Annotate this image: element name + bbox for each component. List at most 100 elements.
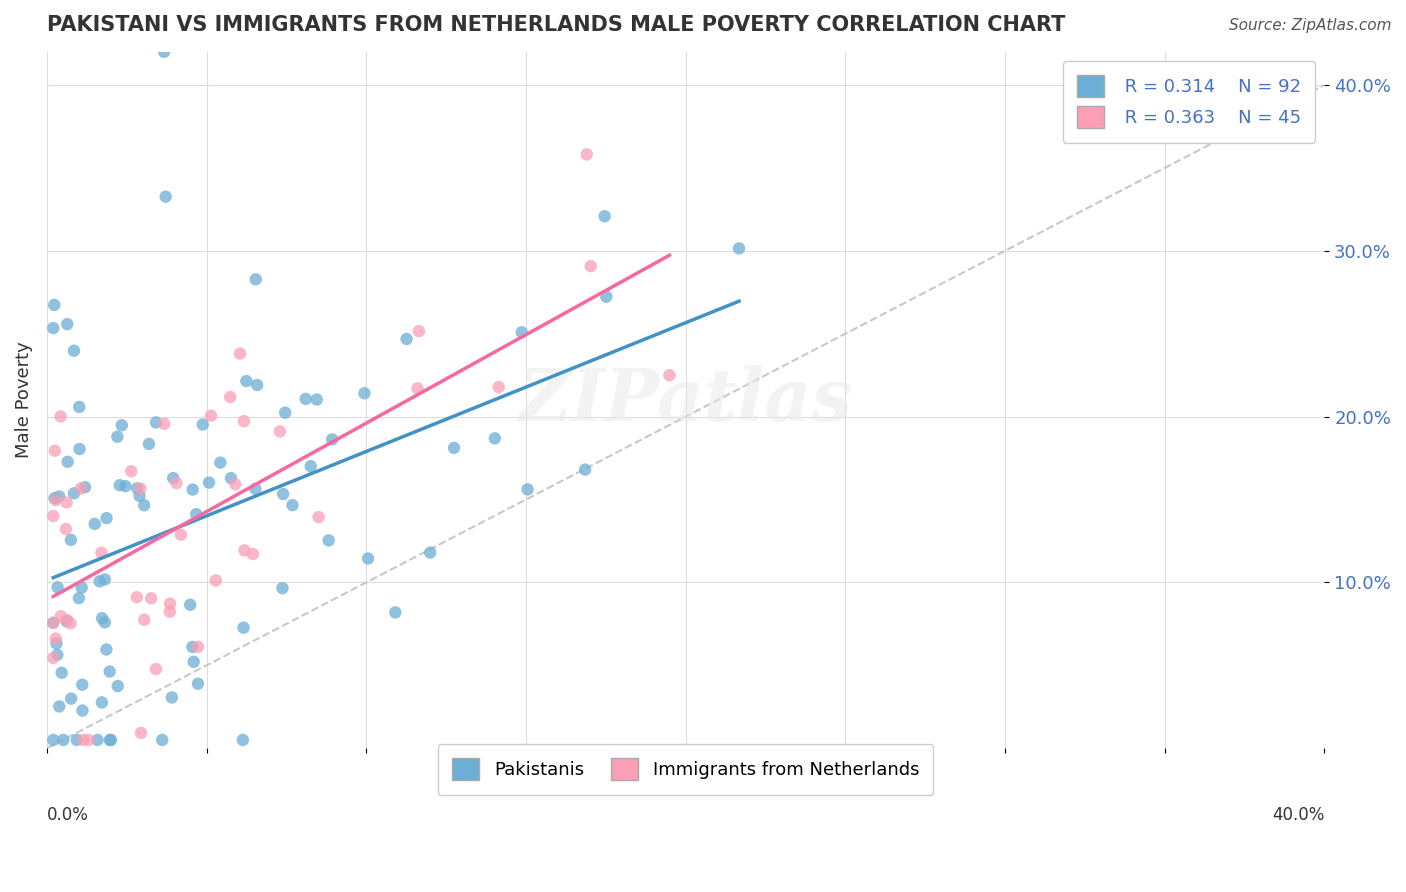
Point <box>59 616 82 631</box>
Point <box>125 591 148 605</box>
Point <box>200 409 222 423</box>
Point <box>181 640 204 654</box>
Point <box>77 733 100 747</box>
Text: Source: ZipAtlas.com: Source: ZipAtlas.com <box>1229 18 1392 33</box>
Text: ZIPatlas: ZIPatlas <box>519 365 852 435</box>
Point <box>67 400 90 414</box>
Point <box>120 464 142 478</box>
Point <box>89 574 111 589</box>
Point <box>90 546 112 560</box>
Point <box>42 509 65 524</box>
Point <box>45 636 67 650</box>
Point <box>269 425 291 439</box>
Point <box>170 527 193 541</box>
Point <box>63 343 86 358</box>
Point <box>66 733 89 747</box>
Point <box>728 241 751 255</box>
Point <box>183 655 205 669</box>
Point <box>138 437 160 451</box>
Point <box>181 483 204 497</box>
Point <box>160 690 183 705</box>
Point <box>55 522 77 536</box>
Point <box>574 462 596 476</box>
Point <box>42 733 65 747</box>
Point <box>274 406 297 420</box>
Point <box>318 533 340 548</box>
Point <box>155 189 177 203</box>
Text: 40.0%: 40.0% <box>1272 806 1324 824</box>
Point <box>96 511 118 525</box>
Point <box>166 476 188 491</box>
Text: 0.0%: 0.0% <box>46 806 89 824</box>
Point <box>134 613 156 627</box>
Point <box>44 491 66 506</box>
Point <box>63 486 86 500</box>
Point <box>357 551 380 566</box>
Point <box>46 648 69 662</box>
Point <box>162 471 184 485</box>
Point <box>59 533 82 547</box>
Text: PAKISTANI VS IMMIGRANTS FROM NETHERLANDS MALE POVERTY CORRELATION CHART: PAKISTANI VS IMMIGRANTS FROM NETHERLANDS… <box>46 15 1066 35</box>
Point <box>139 591 162 606</box>
Point <box>406 381 429 395</box>
Point <box>308 510 330 524</box>
Point <box>235 374 257 388</box>
Point <box>159 605 181 619</box>
Point <box>219 390 242 404</box>
Point <box>579 259 602 273</box>
Point <box>114 479 136 493</box>
Point <box>516 483 538 497</box>
Point <box>408 324 430 338</box>
Point <box>49 609 72 624</box>
Point <box>246 378 269 392</box>
Point <box>70 482 93 496</box>
Point <box>209 456 232 470</box>
Point <box>245 272 267 286</box>
Point <box>179 598 201 612</box>
Point <box>55 614 77 628</box>
Point <box>72 733 94 747</box>
Point <box>49 409 72 424</box>
Point <box>150 733 173 747</box>
Point <box>595 290 617 304</box>
Point <box>294 392 316 406</box>
Point <box>94 615 117 630</box>
Point <box>107 679 129 693</box>
Point <box>111 418 134 433</box>
Point <box>159 597 181 611</box>
Point <box>233 543 256 558</box>
Point <box>91 611 114 625</box>
Point <box>98 665 121 679</box>
Point <box>83 516 105 531</box>
Point <box>51 665 73 680</box>
Point <box>72 678 94 692</box>
Point <box>56 317 79 331</box>
Point <box>191 417 214 432</box>
Point <box>128 489 150 503</box>
Point <box>70 581 93 595</box>
Point <box>510 325 533 339</box>
Point <box>55 495 77 509</box>
Point <box>48 490 70 504</box>
Point <box>86 733 108 747</box>
Point <box>145 416 167 430</box>
Point <box>72 704 94 718</box>
Point <box>271 487 294 501</box>
Point <box>593 209 616 223</box>
Point <box>484 431 506 445</box>
Point <box>232 733 254 747</box>
Point <box>187 677 209 691</box>
Point <box>105 430 128 444</box>
Point <box>224 477 246 491</box>
Point <box>153 45 176 59</box>
Point <box>73 480 96 494</box>
Point <box>48 699 70 714</box>
Point <box>242 547 264 561</box>
Point <box>127 482 149 496</box>
Point <box>42 615 65 630</box>
Point <box>245 482 267 496</box>
Point <box>94 573 117 587</box>
Point <box>134 498 156 512</box>
Point <box>299 459 322 474</box>
Point <box>419 545 441 559</box>
